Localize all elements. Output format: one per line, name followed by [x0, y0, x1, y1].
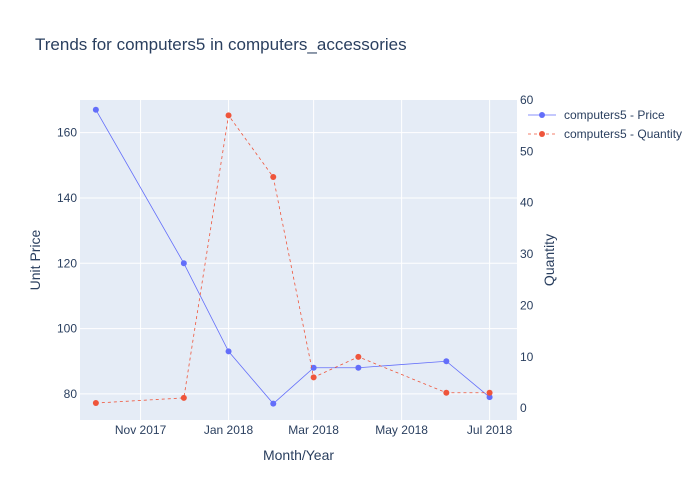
- y2-tick-label: 10: [520, 350, 534, 364]
- data-point: [180, 260, 187, 267]
- data-point: [310, 374, 317, 381]
- y-axis-ticks: 80 100 120 140 160: [57, 126, 77, 401]
- data-point: [225, 112, 232, 119]
- data-point: [180, 394, 187, 401]
- legend-item[interactable]: computers5 - Price: [528, 108, 665, 122]
- x-tick-label: Jan 2018: [204, 423, 254, 437]
- legend-label: computers5 - Quantity: [564, 127, 682, 141]
- x-tick-label: May 2018: [375, 423, 428, 437]
- x-axis-ticks: Nov 2017 Jan 2018 Mar 2018 May 2018 Jul 2018: [115, 423, 513, 437]
- y2-tick-label: 20: [520, 298, 534, 312]
- data-point: [270, 174, 277, 181]
- y-tick-label: 100: [57, 322, 77, 336]
- x-tick-label: Nov 2017: [115, 423, 167, 437]
- y-tick-label: 80: [64, 387, 78, 401]
- chart-title: Trends for computers5 in computers_acces…: [35, 35, 407, 54]
- y2-axis-ticks: 0 10 20 30 40 50 60: [520, 93, 534, 415]
- legend-marker: [539, 112, 545, 118]
- data-point: [443, 358, 450, 365]
- data-point: [486, 389, 493, 396]
- y2-tick-label: 0: [520, 401, 527, 415]
- y2-axis-title: Quantity: [541, 234, 557, 286]
- y2-tick-label: 60: [520, 93, 534, 107]
- grid: [80, 100, 517, 420]
- series-line: [95, 114, 490, 404]
- data-point: [443, 389, 450, 396]
- y-axis-title: Unit Price: [27, 229, 43, 290]
- y2-tick-label: 30: [520, 247, 534, 261]
- x-axis-title: Month/Year: [263, 447, 334, 463]
- plot-area: [80, 100, 517, 420]
- series-layer: [92, 106, 493, 407]
- y-tick-label: 120: [57, 256, 77, 270]
- legend-item[interactable]: computers5 - Quantity: [528, 127, 682, 141]
- data-point: [355, 353, 362, 360]
- legend-label: computers5 - Price: [564, 108, 665, 122]
- x-tick-label: Jul 2018: [467, 423, 513, 437]
- y2-tick-label: 50: [520, 144, 534, 158]
- data-point: [270, 400, 277, 407]
- y2-tick-label: 40: [520, 196, 534, 210]
- data-point: [310, 364, 317, 371]
- data-point: [355, 364, 362, 371]
- y-tick-label: 140: [57, 191, 77, 205]
- series-2: [92, 112, 493, 407]
- data-point: [92, 400, 99, 407]
- data-point: [225, 348, 232, 355]
- series-1: [92, 106, 493, 407]
- data-point: [486, 394, 493, 401]
- legend-marker: [539, 131, 545, 137]
- x-tick-label: Mar 2018: [288, 423, 339, 437]
- y-tick-label: 160: [57, 126, 77, 140]
- data-point: [92, 106, 99, 113]
- legend[interactable]: computers5 - Price computers5 - Quantity: [528, 108, 682, 141]
- series-line: [95, 109, 490, 405]
